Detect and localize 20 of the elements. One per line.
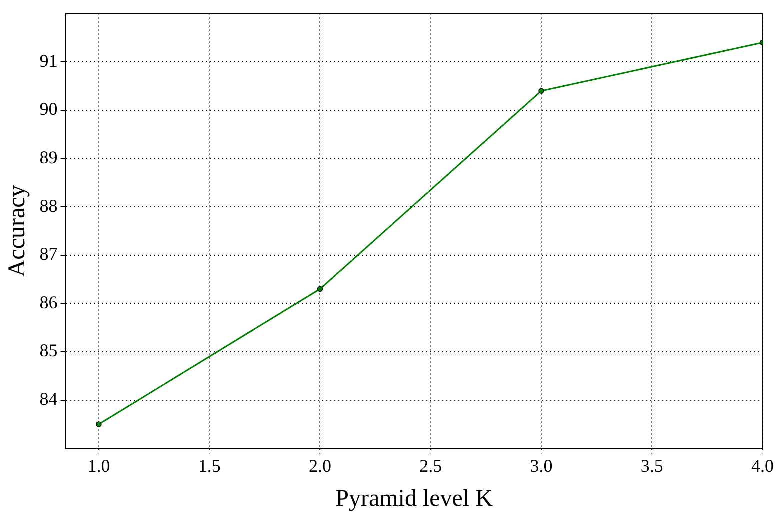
y-tick-label: 91 xyxy=(40,50,58,71)
x-tick-label: 1.5 xyxy=(198,456,221,476)
x-tick-label: 2.5 xyxy=(420,456,442,476)
x-tick-label: 3.5 xyxy=(640,456,664,476)
y-tick-label: 88 xyxy=(40,196,58,216)
point xyxy=(538,88,544,94)
x-tick-label: 4.0 xyxy=(752,456,774,476)
x-axis-title: Pyramid level K xyxy=(336,486,494,512)
point xyxy=(317,286,324,292)
x-tick-label: 1.0 xyxy=(88,456,110,476)
y-tick-label: 87 xyxy=(40,244,58,264)
x-tick-label: 2.0 xyxy=(308,456,332,476)
y-axis-title: Accuracy xyxy=(4,185,31,278)
y-tick-label: 86 xyxy=(40,292,58,312)
y-tick-label: 90 xyxy=(40,99,58,120)
y-tick-label: 85 xyxy=(40,340,58,361)
x-tick-label: 3.0 xyxy=(530,456,553,476)
point xyxy=(96,422,102,428)
y-tick-label: 84 xyxy=(40,389,58,410)
y-tick-label: 89 xyxy=(40,147,58,168)
